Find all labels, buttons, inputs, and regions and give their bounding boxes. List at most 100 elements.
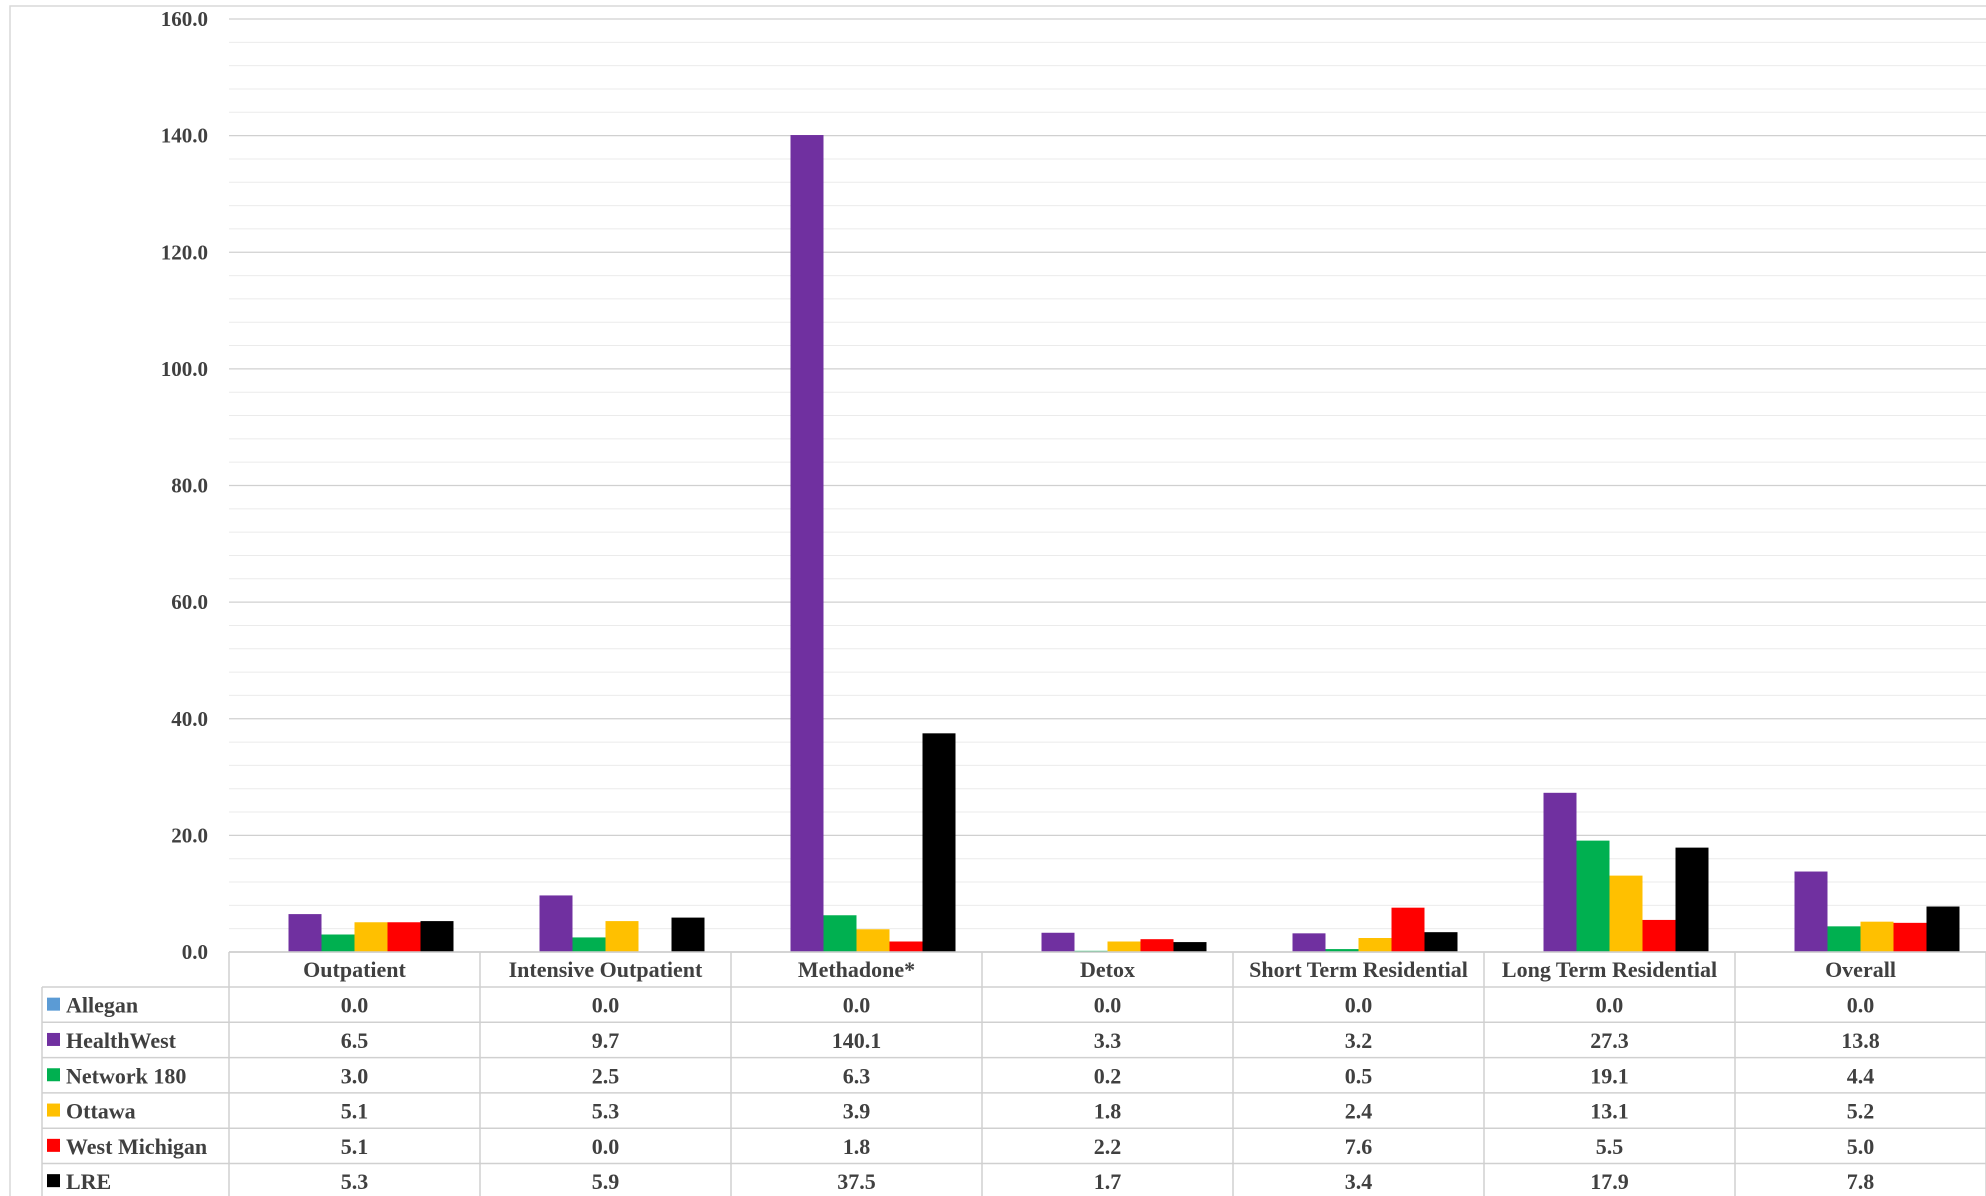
data-label: 0.0: [843, 993, 871, 1018]
data-label: 0.0: [1847, 993, 1875, 1018]
bar: [1391, 907, 1425, 952]
bar: [1827, 926, 1861, 952]
series-name: West Michigan: [66, 1134, 207, 1159]
bar: [1609, 875, 1643, 952]
data-label: 5.5: [1596, 1134, 1624, 1159]
data-label: 5.2: [1847, 1099, 1875, 1124]
bar: [605, 921, 639, 952]
bar: [1576, 840, 1610, 952]
y-tick-label: 100.0: [161, 357, 208, 381]
bar: [671, 917, 705, 952]
data-label: 7.8: [1847, 1169, 1875, 1194]
data-label: 13.1: [1590, 1099, 1629, 1124]
data-label: 3.0: [341, 1063, 369, 1088]
data-label: 140.1: [832, 1028, 882, 1053]
bar: [1642, 919, 1676, 952]
legend-key: [47, 1103, 60, 1117]
data-label: 2.5: [592, 1063, 620, 1088]
bar: [1292, 933, 1326, 952]
bar: [1675, 847, 1709, 952]
data-label: 5.1: [341, 1134, 369, 1159]
data-label: 27.3: [1590, 1028, 1629, 1053]
bar: [1041, 932, 1075, 952]
data-label: 5.3: [592, 1099, 620, 1124]
data-label: 4.4: [1847, 1063, 1875, 1088]
bar: [1107, 941, 1141, 952]
chart-frame: [9, 5, 1986, 1196]
y-tick-label: 40.0: [171, 707, 208, 731]
bar: [790, 135, 824, 952]
data-label: 0.0: [1345, 993, 1373, 1018]
category-label: Outpatient: [303, 957, 406, 982]
data-label: 0.0: [592, 993, 620, 1018]
data-label: 13.8: [1841, 1028, 1880, 1053]
bar: [321, 934, 355, 952]
bar: [1140, 939, 1174, 952]
data-label: 5.1: [341, 1099, 369, 1124]
data-label: 5.9: [592, 1169, 620, 1194]
y-tick-label: 0.0: [182, 940, 208, 964]
data-label: 17.9: [1590, 1169, 1629, 1194]
y-tick-label: 20.0: [171, 823, 208, 847]
bar: [922, 733, 956, 952]
data-label: 0.0: [592, 1134, 620, 1159]
data-label: 37.5: [837, 1169, 876, 1194]
data-label: 6.3: [843, 1063, 871, 1088]
data-label: 5.0: [1847, 1134, 1875, 1159]
bar: [387, 922, 421, 952]
data-label: 19.1: [1590, 1063, 1629, 1088]
bar: [1173, 942, 1207, 952]
data-label: 3.2: [1345, 1028, 1373, 1053]
data-label: 1.8: [843, 1134, 871, 1159]
bar: [1543, 792, 1577, 952]
data-label: 2.2: [1094, 1134, 1122, 1159]
category-label: Detox: [1080, 957, 1135, 982]
legend-key: [47, 997, 60, 1011]
y-tick-label: 80.0: [171, 474, 208, 498]
data-label: 5.3: [341, 1169, 369, 1194]
data-label: 9.7: [592, 1028, 620, 1053]
category-label: Long Term Residential: [1502, 957, 1717, 982]
bar: [539, 895, 573, 952]
bar: [572, 937, 606, 952]
y-tick-label: 120.0: [161, 240, 208, 264]
y-tick-label: 160.0: [161, 7, 208, 31]
bar: [823, 915, 857, 952]
series-name: HealthWest: [66, 1028, 177, 1053]
bar: [1860, 921, 1894, 952]
bar: [354, 922, 388, 952]
data-label: 0.2: [1094, 1063, 1122, 1088]
data-label: 1.8: [1094, 1099, 1122, 1124]
bar: [1926, 906, 1960, 952]
bar: [1424, 932, 1458, 952]
legend-key: [47, 1138, 60, 1152]
data-label: 2.4: [1345, 1099, 1373, 1124]
y-tick-label: 140.0: [161, 124, 208, 148]
bar: [856, 929, 890, 952]
data-label: 3.3: [1094, 1028, 1122, 1053]
legend-key: [47, 1174, 60, 1188]
data-label: 0.0: [1596, 993, 1624, 1018]
category-label: Short Term Residential: [1249, 957, 1468, 982]
series-name: Network 180: [66, 1063, 186, 1088]
data-label: 3.9: [843, 1099, 871, 1124]
category-label: Intensive Outpatient: [509, 957, 703, 982]
series-name: Ottawa: [66, 1099, 136, 1124]
legend-key: [47, 1032, 60, 1046]
bar: [288, 914, 322, 952]
data-label: 0.0: [1094, 993, 1122, 1018]
bar: [1358, 938, 1392, 952]
bar: [420, 921, 454, 952]
y-tick-label: 60.0: [171, 590, 208, 614]
category-label: Overall: [1825, 957, 1896, 982]
data-label: 0.5: [1345, 1063, 1373, 1088]
bar: [1893, 922, 1927, 952]
bar: [1325, 949, 1359, 952]
data-label: 6.5: [341, 1028, 369, 1053]
bar: [889, 941, 923, 952]
category-label: Methadone*: [798, 957, 915, 982]
data-label: 0.0: [341, 993, 369, 1018]
series-name: Allegan: [66, 993, 138, 1018]
